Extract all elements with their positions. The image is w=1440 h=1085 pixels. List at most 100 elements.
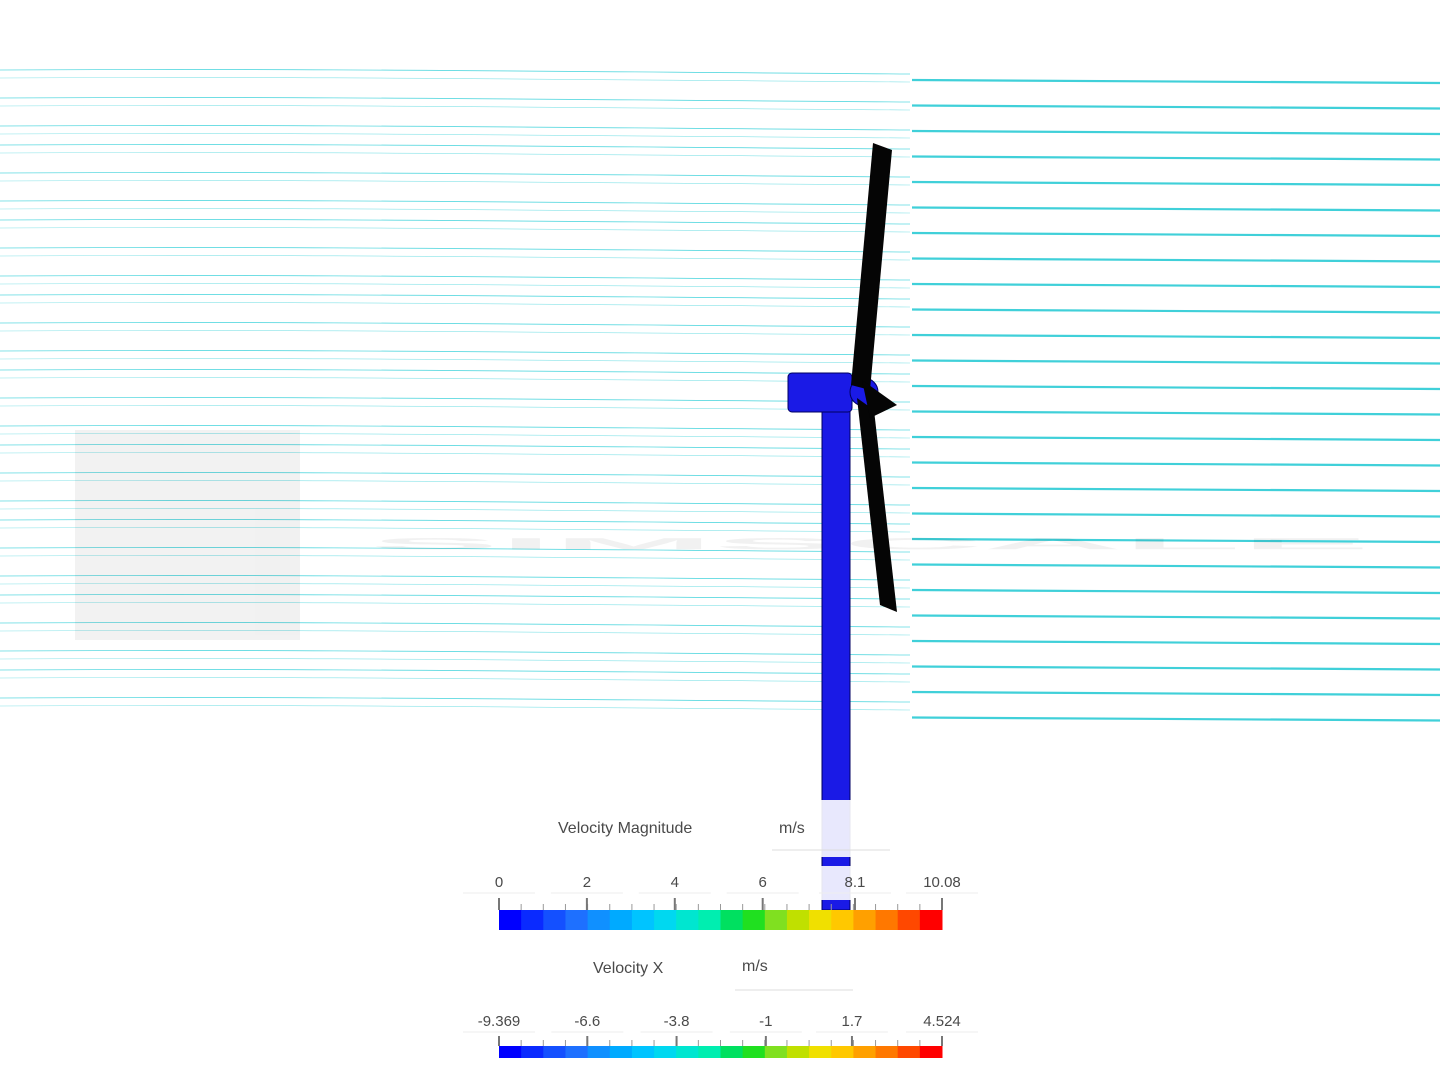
watermark-logo: [75, 430, 300, 640]
colorbar-segment: [831, 1046, 854, 1058]
colorbar-segment: [631, 1046, 655, 1058]
blade-root: [862, 380, 897, 418]
streamline: [0, 180, 911, 186]
streamline: [911, 359, 1440, 365]
watermark: SIMSCALE: [75, 430, 1374, 640]
streamline: [0, 283, 911, 289]
streamline: [0, 200, 911, 206]
colorbar-segment: [786, 1046, 810, 1058]
tick-label: -6.6: [574, 1013, 600, 1030]
colorbar-segment: [720, 1046, 744, 1058]
streamline: [911, 563, 1440, 569]
streamline: [911, 512, 1440, 518]
streamline: [911, 155, 1440, 161]
colorbar-segment: [742, 1046, 766, 1058]
blade: [857, 398, 897, 612]
colorbar-segment: [543, 1046, 566, 1058]
streamline: [911, 104, 1440, 110]
tick-label: -3.8: [664, 1013, 690, 1030]
colorbar-segment: [897, 1046, 921, 1058]
colorbar-segment: [853, 1046, 877, 1058]
colorbar-segment: [786, 910, 810, 930]
legend-unit: m/s: [742, 958, 768, 975]
streamline: [911, 588, 1440, 595]
legends: Velocity Magnitude m/s 0 2 4 6 8.1 10.08 Velocit…: [463, 820, 978, 1058]
streamline: [0, 302, 911, 308]
streamline: [0, 519, 911, 525]
tick-label: 0: [495, 874, 503, 891]
streamline: [0, 472, 911, 478]
streamline: [0, 247, 911, 253]
streamline: [911, 639, 1440, 646]
colorbar-segment: [654, 910, 677, 930]
colorbar-segment: [809, 1046, 832, 1058]
streamline: [911, 435, 1440, 442]
streamline: [911, 333, 1440, 340]
streamline: [0, 555, 911, 561]
streamline: [0, 669, 911, 675]
streamline: [911, 180, 1440, 187]
streamline: [0, 658, 911, 664]
colorbar-segment: [609, 1046, 633, 1058]
colorbar-segment: [919, 1046, 943, 1058]
streamline: [0, 602, 911, 608]
streamline: [911, 78, 1440, 85]
colorbar-segment: [919, 910, 943, 930]
colorbar-segment: [565, 1046, 589, 1058]
streamline: [911, 257, 1440, 263]
streamline: [0, 594, 911, 600]
tick-label: 1.7: [842, 1013, 863, 1030]
streamlines: [0, 69, 1440, 722]
tick-label: 4: [671, 874, 679, 891]
colorbar-segment: [720, 910, 744, 930]
colorbar-segment: [587, 1046, 611, 1058]
streamline: [0, 677, 911, 683]
legend-unit: m/s: [779, 820, 805, 837]
streamline: [0, 208, 911, 214]
streamline: [0, 397, 911, 403]
colorbar-segment: [587, 910, 611, 930]
tick-label: 8.1: [845, 874, 866, 891]
legend-title: Velocity Magnitude: [558, 820, 692, 837]
streamline: [0, 433, 911, 439]
colorbar-segment: [499, 1046, 522, 1058]
streamline: [0, 508, 911, 514]
streamline: [911, 537, 1440, 544]
streamline: [0, 697, 911, 703]
streamline: [0, 622, 911, 628]
streamline: [0, 255, 911, 261]
turbine: [787, 143, 897, 911]
streamline: [0, 227, 911, 233]
colorbar-segment: [764, 910, 788, 930]
blade: [851, 143, 892, 390]
streamline: [0, 444, 911, 450]
streamline: [0, 172, 911, 178]
streamline: [0, 527, 911, 533]
colorbar-segment: [764, 1046, 788, 1058]
streamline: [911, 410, 1440, 416]
streamline: [0, 77, 911, 83]
colorbar-segment: [631, 910, 655, 930]
streamline: [911, 129, 1440, 136]
streamline: [0, 350, 911, 356]
streamline: [0, 369, 911, 375]
streamline: [0, 322, 911, 328]
streamline: [0, 330, 911, 336]
streamline: [911, 614, 1440, 620]
colorbar-segment: [676, 1046, 699, 1058]
legend-backdrop: [820, 866, 852, 900]
colorbar-segment: [897, 910, 921, 930]
colorbar-segment: [521, 910, 544, 930]
colorbar-segment: [853, 910, 877, 930]
streamline: [0, 152, 911, 158]
colorbar-segment: [499, 910, 522, 930]
streamline: [911, 282, 1440, 289]
streamline: [0, 500, 911, 506]
streamline: [911, 461, 1440, 467]
colorbar-segment: [875, 1046, 899, 1058]
streamline: [911, 384, 1440, 391]
tick-label: -9.369: [478, 1013, 521, 1030]
streamline: [0, 275, 911, 281]
streamline: [0, 705, 911, 711]
streamline: [911, 231, 1440, 238]
